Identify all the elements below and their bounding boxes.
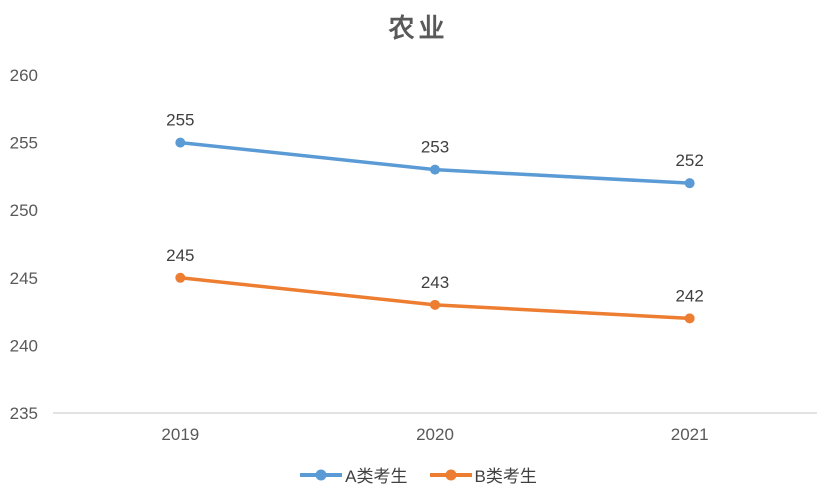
legend-label: A类考生 (345, 467, 408, 486)
x-tick-label: 2021 (671, 425, 709, 444)
data-label: 252 (675, 151, 703, 170)
y-tick-label: 240 (10, 336, 38, 355)
data-point-marker (430, 299, 440, 310)
legend-dot-icon (445, 469, 456, 480)
legend-item[interactable]: A类考生 (300, 462, 408, 487)
legend-line-marker-icon (300, 469, 343, 480)
data-label: 255 (166, 111, 194, 130)
data-point-marker (684, 178, 695, 189)
legend: A类考生 B类考生 (0, 462, 837, 487)
legend-item[interactable]: B类考生 (429, 462, 537, 487)
data-label: 245 (166, 246, 194, 265)
legend-label: B类考生 (474, 467, 537, 486)
chart-title: 农业 (388, 13, 449, 43)
x-tick-label: 2020 (416, 425, 454, 444)
data-label: 242 (675, 286, 703, 305)
y-tick-label: 250 (10, 201, 38, 220)
y-tick-label: 235 (10, 404, 38, 423)
y-tick-label: 255 (10, 134, 38, 153)
data-point-marker (430, 164, 440, 175)
x-tick-label: 2019 (161, 425, 199, 444)
legend-line-marker-icon (429, 469, 472, 480)
data-point-marker (175, 272, 186, 283)
data-label: 253 (421, 138, 449, 157)
y-tick-label: 245 (10, 269, 38, 288)
y-tick-label: 260 (10, 66, 38, 85)
data-label: 243 (421, 273, 449, 292)
data-point-marker (684, 313, 695, 324)
legend-dot-icon (315, 469, 327, 480)
data-point-marker (175, 137, 186, 148)
